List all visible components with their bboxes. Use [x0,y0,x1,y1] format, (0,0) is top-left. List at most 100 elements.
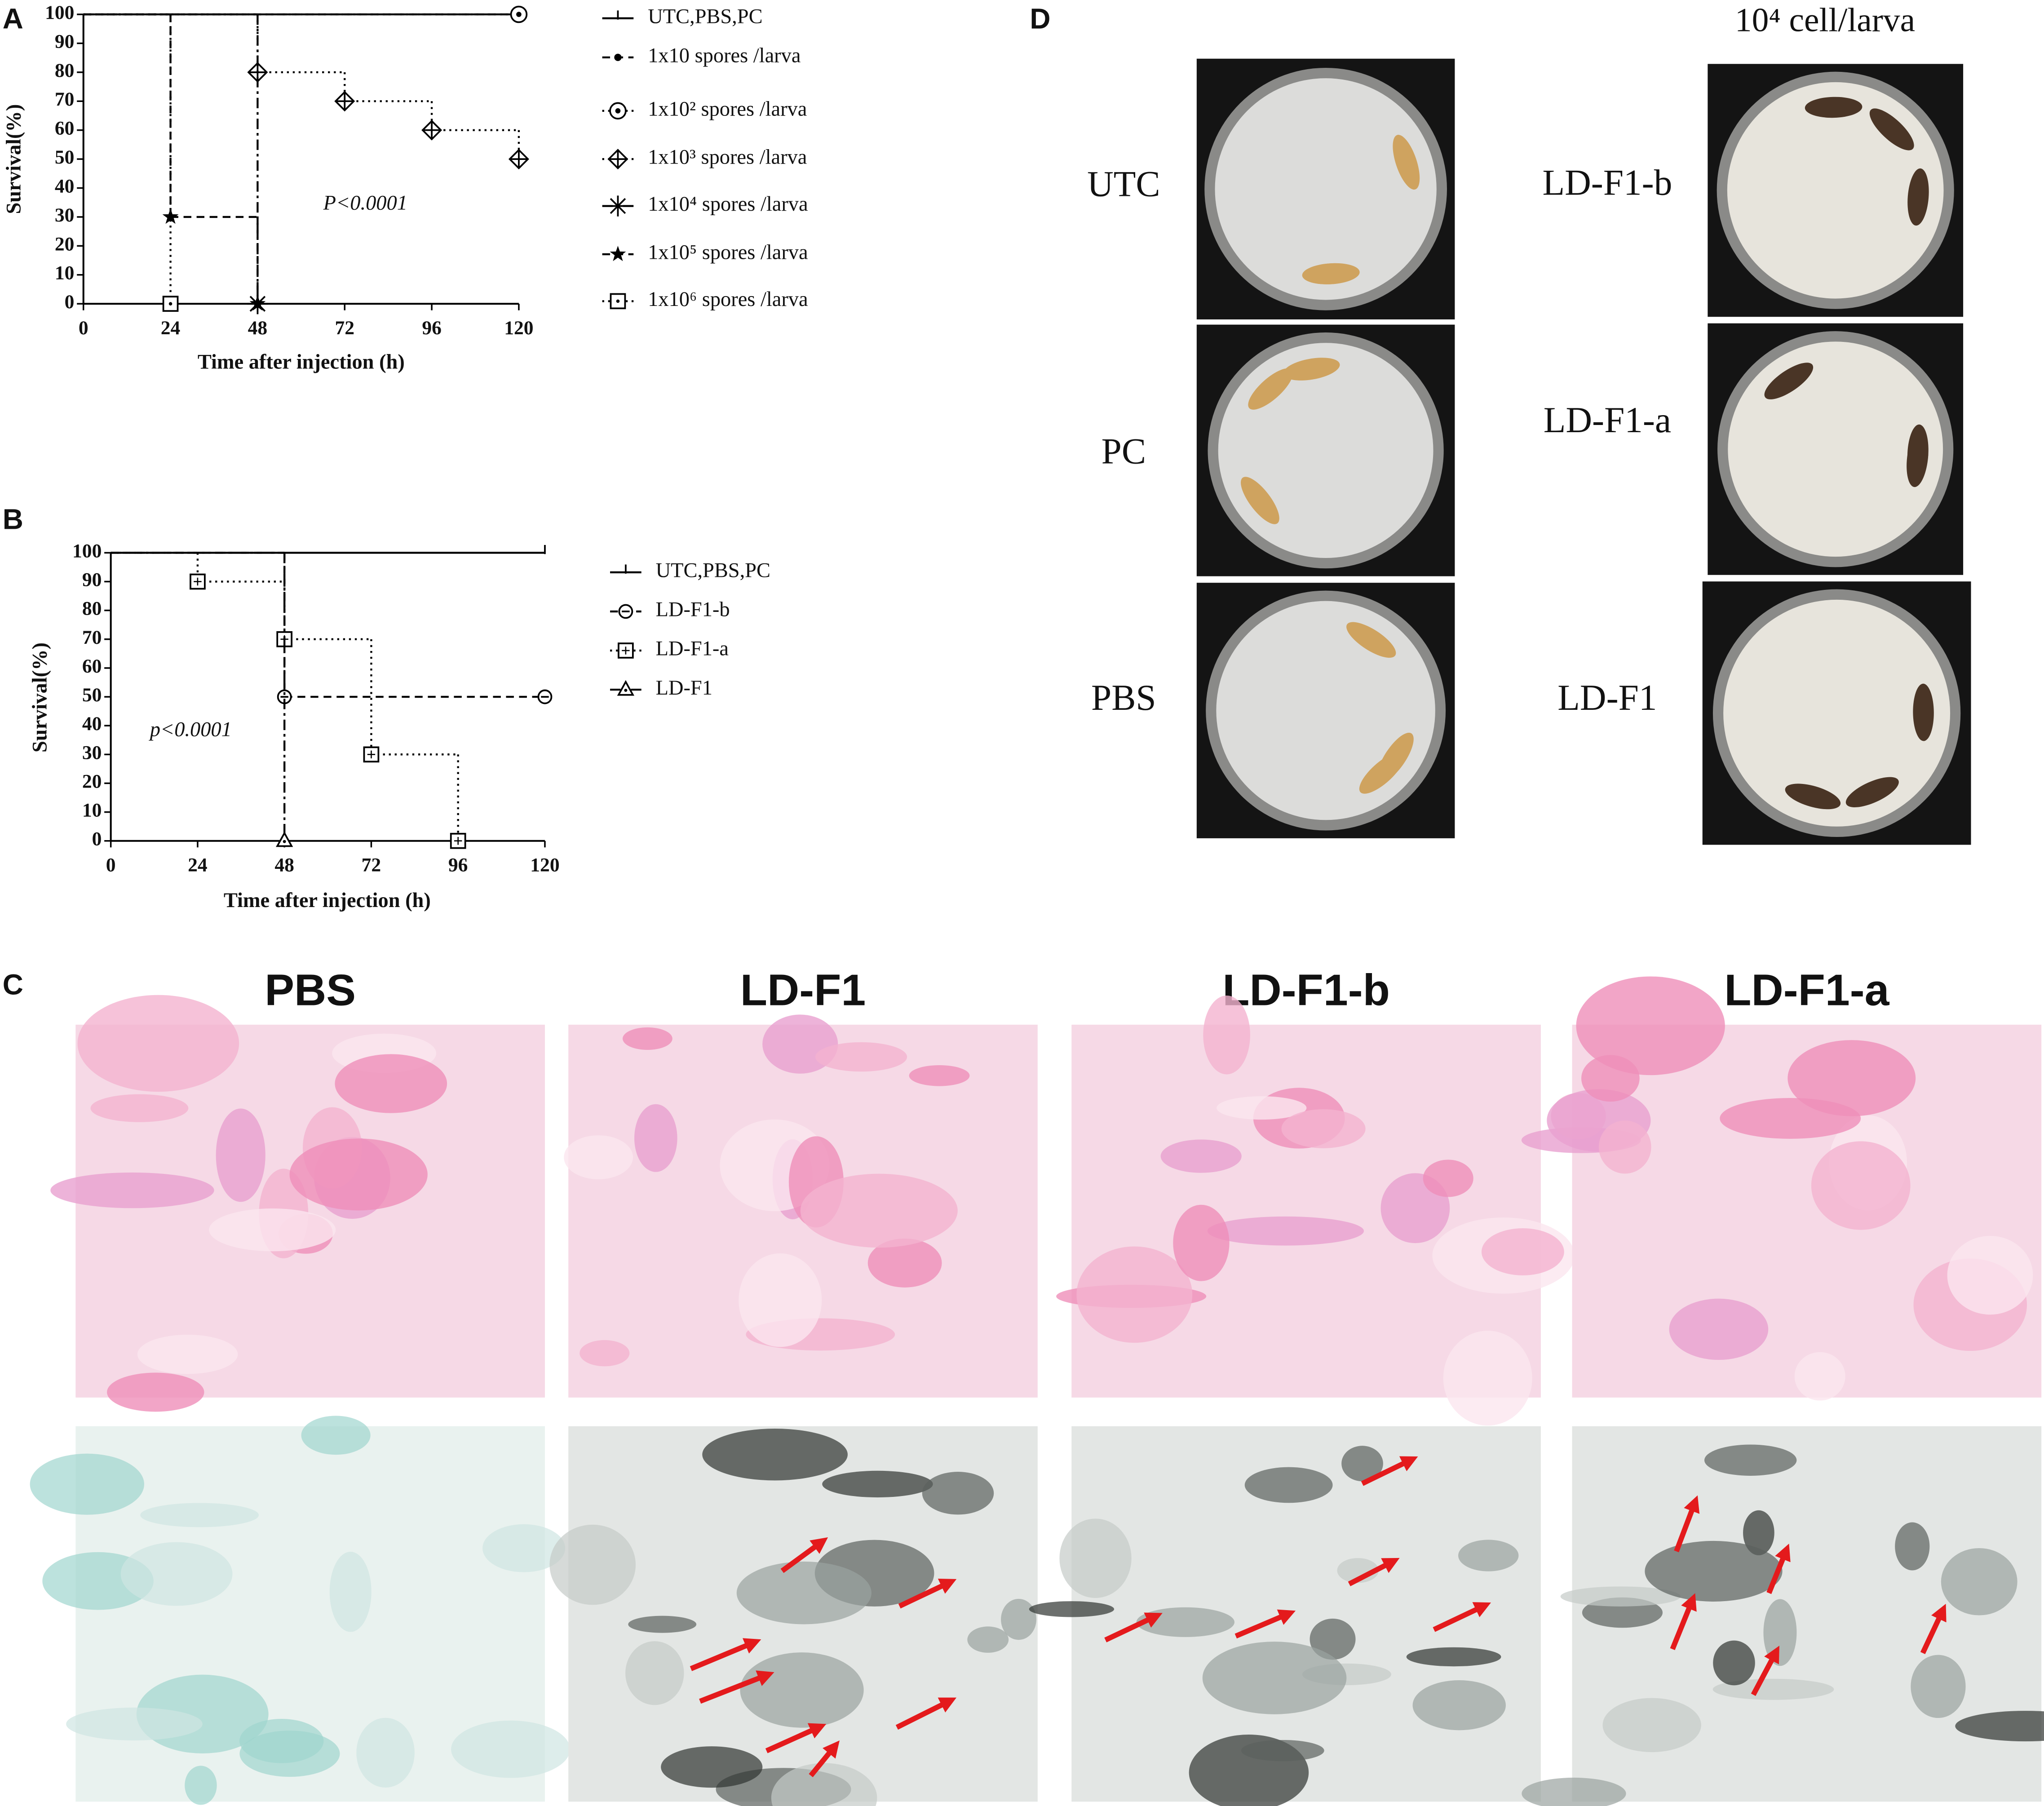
x-tick-label: 48 [248,317,268,339]
red-arrow [809,1740,840,1777]
marker-part [615,108,621,114]
x-tick-label: 0 [106,854,116,876]
marker-part [610,198,626,214]
larva [1785,783,1841,810]
marker [607,195,628,217]
tissue [1281,1109,1366,1148]
larva [1248,368,1293,410]
x-tick-label: 120 [504,317,533,339]
tissue [1244,1467,1333,1503]
legend-label: 1x10² spores /larva [648,97,807,120]
tissue [239,1731,340,1777]
y-tick-label: 40 [82,713,102,735]
tissue [1173,1204,1230,1281]
red-arrow [1361,1456,1418,1486]
tissue [1059,1518,1132,1598]
tissue [580,1340,630,1367]
marker [618,642,634,659]
marker [614,53,622,61]
tissue [967,1626,1009,1653]
marker-part [276,831,293,847]
y-tick-label: 0 [65,291,75,313]
tissue [622,1027,672,1050]
annotation: p<0.0001 [149,718,232,741]
y-axis-title: Survival(%) [2,104,25,214]
tissue [1598,1120,1651,1174]
larva [1302,263,1360,284]
y-tick-label: 20 [55,233,75,255]
tissue [867,1238,942,1288]
marker [618,604,633,619]
dish [1723,599,1951,827]
x-tick-label: 120 [530,854,559,876]
tissue [549,1524,636,1605]
marker [607,149,628,170]
tissue [1001,1598,1036,1640]
marker [450,832,466,849]
red-arrow [1670,1593,1697,1651]
marker-part [610,246,626,261]
panel-label: B [3,503,23,536]
tissue [1560,1586,1681,1607]
red-arrow [765,1723,827,1753]
x-tick-label: 48 [274,854,294,876]
tissue [1669,1298,1769,1360]
tissue [1443,1331,1532,1426]
y-tick-label: 0 [92,828,102,850]
x-tick-label: 24 [188,854,208,876]
tissue [30,1453,144,1515]
tissue [1704,1444,1797,1476]
tissue [356,1717,415,1788]
tissue [1911,1655,1966,1718]
legend-label: LD-F1-b [656,598,730,621]
tissue [625,1641,684,1705]
y-tick-label: 100 [72,540,102,562]
tissue [1029,1601,1115,1617]
marker [421,120,442,141]
red-arrow [898,1579,957,1609]
marker [617,680,635,696]
marker [537,689,553,704]
tissue [800,1173,958,1248]
marker [610,293,626,310]
tissue [1160,1139,1242,1173]
marker [510,5,528,23]
tissue [1955,1711,2044,1742]
red-arrow [1751,1646,1779,1696]
marker [334,91,355,112]
y-tick-label: 80 [55,60,75,81]
legend-label: 1x10⁶ spores /larva [648,288,808,311]
marker [609,102,627,120]
tissue [1712,1678,1834,1700]
row-label: LD-F1 [1557,677,1657,718]
tissue [1763,1599,1797,1666]
larva [1913,683,1934,741]
tissue [1581,1055,1640,1102]
larva [1283,358,1340,381]
dish [1215,78,1437,300]
tissue [1947,1235,2033,1315]
marker-part [617,680,635,696]
panel-label: A [3,2,23,35]
red-arrow [780,1537,828,1573]
x-tick-label: 24 [161,317,181,339]
tissue [451,1720,570,1778]
marker [249,295,266,311]
x-tick-label: 0 [79,317,88,339]
x-axis-title: Time after injection (h) [198,350,405,373]
tissue [329,1552,372,1632]
marker-part [283,840,286,843]
tissue [1602,1698,1701,1753]
marker-part [162,296,179,312]
tissue [1310,1618,1356,1660]
larva [1907,168,1929,226]
tissue [1787,1040,1916,1116]
tissue [1811,1141,1911,1230]
tissue [289,1138,428,1211]
tissue [1522,1777,1626,1806]
tissue [66,1707,203,1741]
larva [1393,135,1420,190]
column-title: LD-F1-a [1724,965,1889,1014]
y-axis-title: Survival(%) [29,642,52,752]
